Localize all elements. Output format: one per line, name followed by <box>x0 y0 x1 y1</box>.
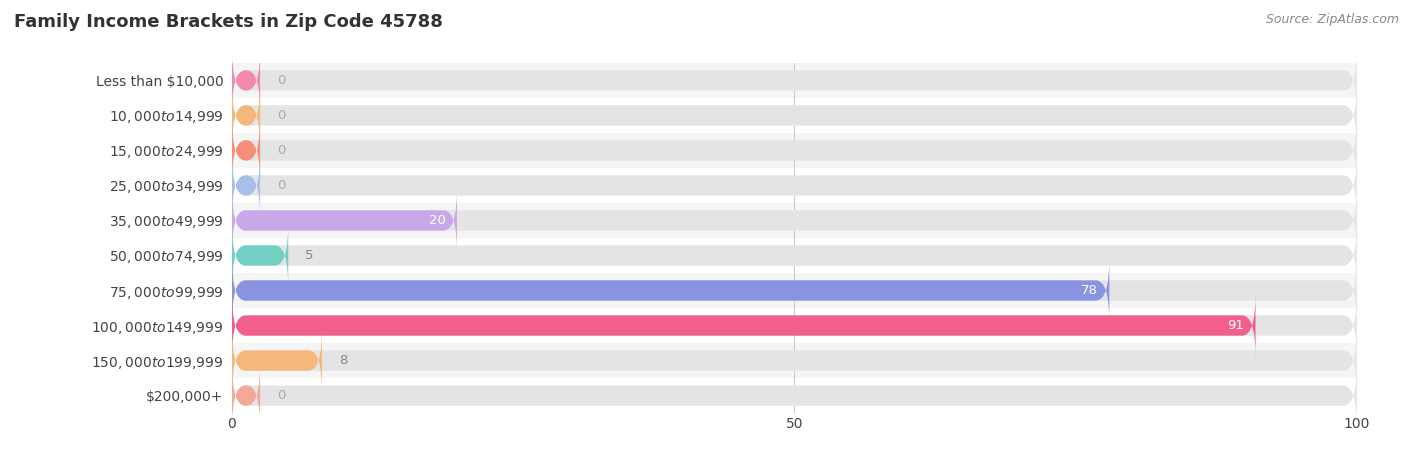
Bar <box>232 133 1357 168</box>
Text: 20: 20 <box>429 214 446 227</box>
FancyBboxPatch shape <box>232 119 1357 182</box>
Text: Source: ZipAtlas.com: Source: ZipAtlas.com <box>1265 13 1399 26</box>
FancyBboxPatch shape <box>232 84 260 147</box>
Bar <box>232 308 1357 343</box>
FancyBboxPatch shape <box>232 224 1357 287</box>
Bar <box>232 273 1357 308</box>
FancyBboxPatch shape <box>232 119 260 182</box>
FancyBboxPatch shape <box>232 294 1357 357</box>
Bar <box>232 203 1357 238</box>
Text: 78: 78 <box>1081 284 1098 297</box>
FancyBboxPatch shape <box>232 154 260 217</box>
Bar <box>232 63 1357 98</box>
FancyBboxPatch shape <box>232 189 1357 252</box>
FancyBboxPatch shape <box>232 154 1357 217</box>
FancyBboxPatch shape <box>232 259 1357 322</box>
FancyBboxPatch shape <box>232 329 1357 392</box>
Text: 5: 5 <box>305 249 314 262</box>
FancyBboxPatch shape <box>232 364 260 427</box>
FancyBboxPatch shape <box>232 48 1357 112</box>
Text: 0: 0 <box>277 109 285 122</box>
FancyBboxPatch shape <box>232 189 457 252</box>
FancyBboxPatch shape <box>232 294 1256 357</box>
Text: Family Income Brackets in Zip Code 45788: Family Income Brackets in Zip Code 45788 <box>14 13 443 31</box>
Text: 0: 0 <box>277 74 285 87</box>
Text: 0: 0 <box>277 179 285 192</box>
Bar <box>232 238 1357 273</box>
Bar <box>232 98 1357 133</box>
FancyBboxPatch shape <box>232 259 1109 322</box>
FancyBboxPatch shape <box>232 84 1357 147</box>
Bar <box>232 378 1357 413</box>
Text: 91: 91 <box>1227 319 1244 332</box>
Text: 8: 8 <box>339 354 347 367</box>
Bar <box>232 343 1357 378</box>
Text: 0: 0 <box>277 144 285 157</box>
FancyBboxPatch shape <box>232 329 322 392</box>
Text: 0: 0 <box>277 389 285 402</box>
FancyBboxPatch shape <box>232 364 1357 427</box>
Bar <box>232 168 1357 203</box>
FancyBboxPatch shape <box>232 224 288 287</box>
FancyBboxPatch shape <box>232 48 260 112</box>
